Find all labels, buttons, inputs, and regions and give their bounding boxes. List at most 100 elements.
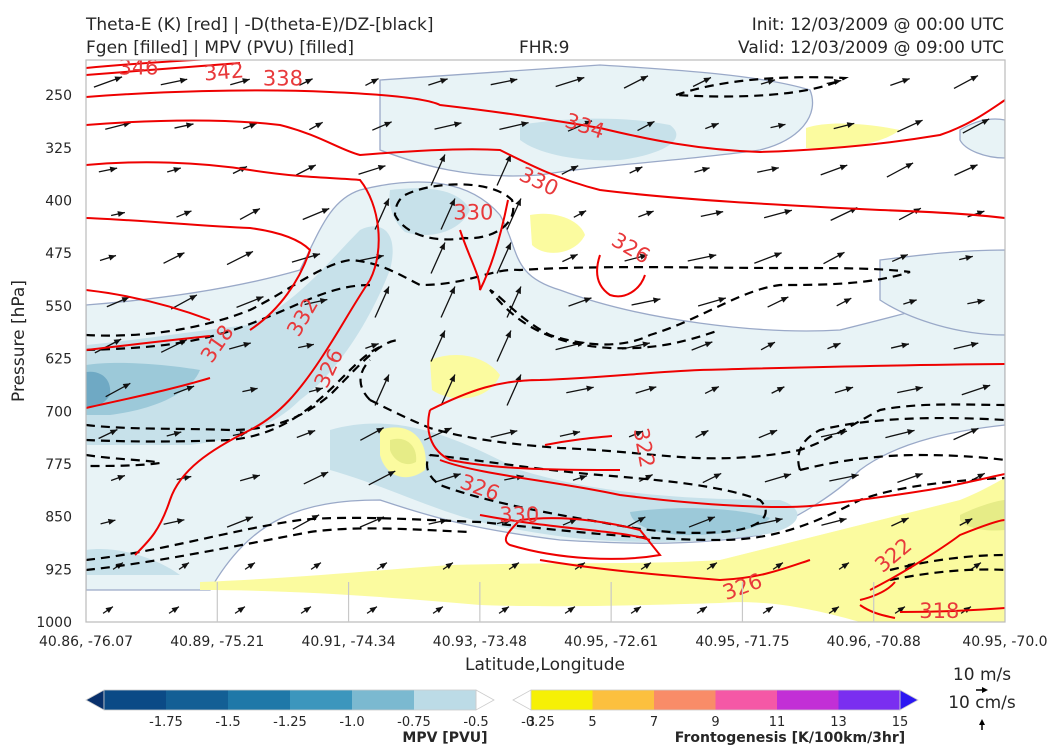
wind-vector-head [715,210,724,217]
colorbar-tick-label: 11 [769,715,786,730]
wind-vector-head [379,562,387,570]
wind-vector-head [319,298,328,304]
wind-vector-head [315,387,323,393]
wind-vector-head [652,297,661,304]
wind-vector-head [521,121,529,128]
colorbar-segment [352,690,415,710]
wind-vector-head [901,342,909,349]
wind-vector-head [969,164,978,171]
wind-vector-head [832,343,841,349]
wind-vector-head [384,121,392,128]
colorbar-tick-label: -1.75 [149,715,183,730]
wind-vector-head [383,286,389,295]
wind-vector-head [189,294,197,301]
wind-vector-head [122,383,131,390]
wind-vector-head [831,606,839,614]
x-tick-label: 40.95, -71.75 [695,634,789,650]
frontogenesis-colorbar-title: Frontogenesis [K/100km/3hr] [675,730,905,746]
wind-vector-head [839,517,847,524]
x-tick-gridlines [216,582,875,622]
wind-vector-head [313,562,321,570]
wind-vector-head [973,562,981,570]
wind-vector-field [93,75,991,614]
wind-vector-head [449,374,455,383]
y-tick-label: 850 [45,510,72,526]
wind-vector-head [453,121,462,128]
wind-vector-head [371,343,379,349]
wind-vector-head [645,474,653,481]
wind-vector-head [387,471,396,477]
mpv-colorbar: -1.75 -1.5 -1.25 -1.0 -0.75 -0.5 -0.25 [85,689,555,730]
wind-vector-head [915,385,923,392]
wind-vector-head [109,166,118,173]
wind-vector-head [646,210,654,217]
wind-vector-head [252,474,260,481]
wind-vector-head [515,286,521,295]
y-tick-label: 550 [45,299,72,315]
wind-vector-head [845,386,854,393]
wind-vector-head [435,606,443,614]
wind-vector-head [176,252,185,259]
colorbar-segment [838,690,901,710]
wind-vector-head [711,386,719,393]
wind-vector-head [767,79,776,85]
colorbar-segment [715,690,778,710]
theta-e-contour-label: 346 [118,56,158,80]
wind-vector-head [505,154,511,163]
wind-vector-head [183,474,192,481]
wind-vector-head [901,517,909,524]
colorbar-extend-high [475,689,495,711]
wind-vector-head [900,254,908,261]
wind-vector-head [114,76,123,83]
y-tick-label: 325 [45,141,72,157]
wind-vector-head [440,78,448,84]
wind-vector-head [699,606,707,614]
colorbar-segment [290,690,353,710]
wind-vector-head [843,298,852,305]
wind-vector-head [250,386,258,393]
vector-key: 10 m/s 10 cm/s [948,665,1016,730]
theta-e-contour-label: 342 [203,58,245,85]
wind-vector-head [243,341,251,348]
wind-vector-head [245,251,253,258]
colorbar-extend-high [899,689,919,711]
colorbar-tick-label: -0.75 [397,715,431,730]
wind-vector-head [306,342,314,349]
colorbar-outline [103,689,477,711]
wind-vector-head [765,606,773,614]
y-tick-label: 250 [45,88,72,104]
x-tick-label: 40.95, -72.61 [564,634,658,650]
theta-e-contour-label: 326 [607,228,654,269]
wind-vector-head [247,562,255,570]
theta-e-contour-labels: 346 342 3383343303303263323183263223263303… [118,56,959,622]
wind-vector-head [113,339,122,346]
wind-vector-head [307,430,316,436]
wind-vector-head [242,78,250,85]
wind-vector-head [245,516,253,523]
colorbar-outline [530,689,901,711]
wind-vector-head [633,606,641,614]
wind-vector-head [449,198,455,207]
wind-vector-head [637,516,646,523]
y-tick-label: 400 [45,194,72,210]
vector-key-horizontal-arrowhead [982,687,988,693]
colorbar-tick-label: 9 [711,715,719,730]
colorbar-segment [166,690,229,710]
wind-vector-head [639,253,648,260]
wind-vector-head [704,341,713,348]
wind-vector-head [583,297,592,304]
colorbar-tick-label: 15 [892,715,909,730]
colorbar-tick-label: -0.25 [521,715,555,730]
colorbar-segment [531,690,593,710]
y-tick-label: 475 [45,246,72,262]
wind-vector-head [376,427,384,434]
wind-vector-head [775,562,783,570]
init-time: Init: 12/03/2009 @ 00:00 UTC [751,15,1004,35]
colorbar-tick-label: -1.0 [339,715,364,730]
wind-vector-head [783,473,792,480]
chart-title-line2: Fgen [filled] | MPV (PVU) [filled] [86,38,355,58]
wind-vector-head [515,198,521,207]
wind-vector-head [173,167,181,173]
wind-vector-head [702,166,710,173]
colorbar-segment [104,690,167,710]
